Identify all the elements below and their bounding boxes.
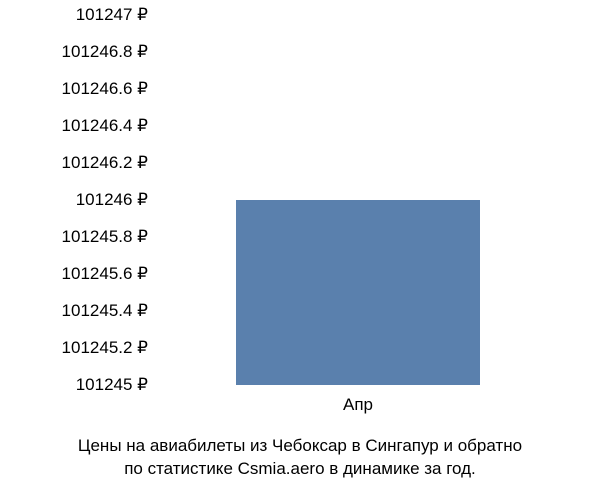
y-tick-label: 101245.6 ₽ [62,264,148,284]
price-chart: 101247 ₽101246.8 ₽101246.6 ₽101246.4 ₽10… [0,15,600,420]
y-tick-label: 101246.6 ₽ [62,79,148,99]
caption-line-2: по статистике Csmia.aero в динамике за г… [0,458,600,481]
caption-line-1: Цены на авиабилеты из Чебоксар в Сингапу… [0,435,600,458]
y-tick-label: 101245.4 ₽ [62,301,148,321]
y-tick-label: 101246.4 ₽ [62,116,148,136]
y-tick-label: 101247 ₽ [76,5,148,25]
y-tick-label: 101246.8 ₽ [62,42,148,62]
chart-caption: Цены на авиабилеты из Чебоксар в Сингапу… [0,435,600,481]
y-tick-label: 101245.2 ₽ [62,338,148,358]
x-tick-label: Апр [343,395,373,415]
plot-area [148,15,568,385]
y-tick-label: 101245.8 ₽ [62,227,148,247]
bar [236,200,480,385]
y-tick-label: 101246.2 ₽ [62,153,148,173]
y-tick-label: 101245 ₽ [76,375,148,395]
y-tick-label: 101246 ₽ [76,190,148,210]
y-axis: 101247 ₽101246.8 ₽101246.6 ₽101246.4 ₽10… [0,15,148,420]
